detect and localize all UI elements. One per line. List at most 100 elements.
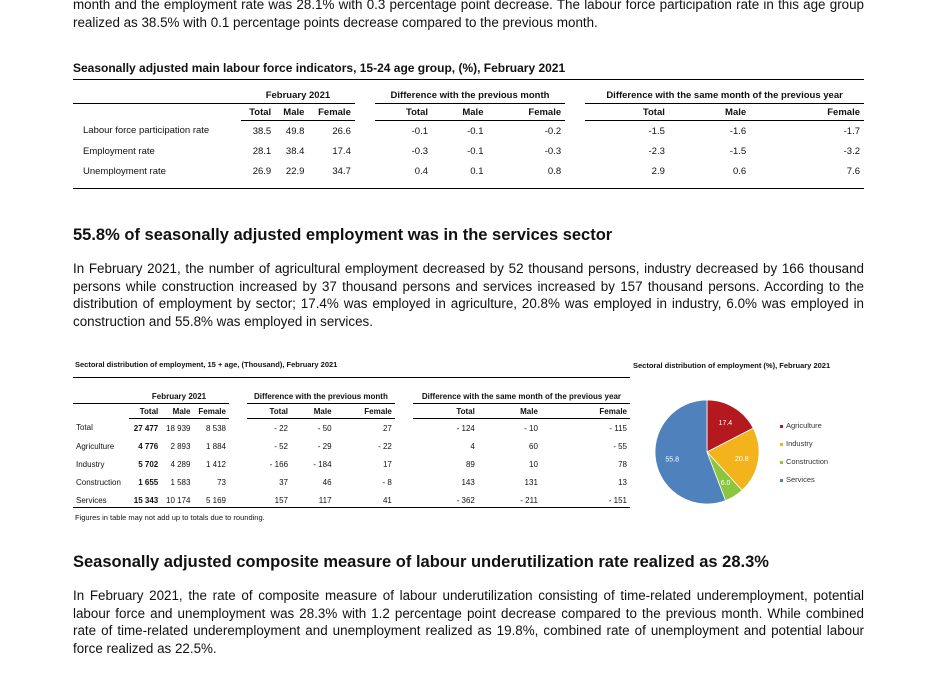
- table2-note: Figures in table may not add up to total…: [75, 513, 265, 522]
- table-cell: 18 939: [166, 423, 191, 433]
- table-cell: 27: [382, 423, 392, 433]
- table-cell: 37: [279, 477, 289, 487]
- table-cell: 46: [322, 477, 332, 487]
- table-cell: 78: [618, 459, 627, 469]
- table1-top-rule: [73, 79, 864, 80]
- table-cell: 13: [618, 477, 627, 487]
- table-cell: 4 289: [170, 459, 191, 469]
- table-cell: - 8: [382, 477, 392, 487]
- row-label: Total: [76, 423, 93, 433]
- legend-swatch: [780, 442, 783, 446]
- table-cell: -1.5: [729, 145, 747, 157]
- table-cell: 8 538: [205, 423, 226, 433]
- table-cell: -0.1: [411, 125, 429, 137]
- table-cell: 28.1: [252, 145, 272, 157]
- table-cell: -1.7: [843, 125, 860, 137]
- pie-slice-industry: [706, 427, 760, 491]
- table-cell: 26.6: [332, 125, 351, 137]
- table-cell: - 166: [269, 459, 289, 469]
- section1-paragraph: In February 2021, the number of agricult…: [73, 261, 864, 329]
- table-cell: 4: [470, 441, 475, 451]
- table1-body: Labour force participation rate 38.5 49.8 2…: [73, 121, 864, 182]
- table-cell: - 115: [609, 423, 627, 433]
- table-cell: -0.1: [467, 125, 484, 137]
- section1-heading: 55.8% of seasonally adjusted employment …: [73, 226, 613, 244]
- table-cell: 38.5: [252, 125, 272, 137]
- row-label: Labour force participation rate: [83, 125, 210, 137]
- table-cell: - 22: [274, 423, 289, 433]
- table-cell: -0.3: [411, 145, 429, 157]
- section2-paragraph: In February 2021, the rate of composite …: [73, 588, 864, 656]
- table-cell: 0.4: [414, 165, 429, 177]
- table-row: Employment rate 28.1 38.4 17.4 -0.3 -0.1 -0.3 -…: [73, 141, 864, 161]
- table-cell: -1.6: [729, 125, 747, 137]
- table2-col-header: Female: [334, 403, 395, 419]
- table1-col-header: Female: [487, 103, 566, 121]
- table-cell: - 22: [378, 441, 392, 451]
- table-cell: - 151: [608, 495, 627, 505]
- table-cell: 1 884: [205, 441, 226, 451]
- section2-heading: Seasonally adjusted composite measure of…: [73, 553, 769, 571]
- table1-corner: [73, 87, 241, 104]
- table1-col-header: Female: [750, 103, 864, 121]
- legend-swatch: [780, 478, 783, 482]
- table-cell: 17.4: [332, 145, 351, 157]
- pie-slice-agriculture: [706, 399, 754, 453]
- legend-swatch: [780, 424, 783, 428]
- legend-label: Construction: [786, 457, 829, 466]
- table-cell: -3.2: [843, 145, 860, 157]
- table2-bottom-rule: [73, 507, 630, 508]
- row-label: Unemployment rate: [83, 165, 166, 177]
- row-label: Employment rate: [83, 145, 155, 157]
- table-cell: - 124: [456, 423, 475, 433]
- table2-body: Total 27 477 18 939 8 538 - 22 - 50 27 - 124 - 1…: [73, 419, 630, 510]
- table-cell: 4 776: [138, 441, 159, 451]
- legend-item: Agriculture: [780, 417, 828, 435]
- table1-bottom-rule: [73, 188, 864, 189]
- table1-col-header: Total: [585, 103, 669, 121]
- table-row: Labour force participation rate 38.5 49.8 2…: [73, 121, 864, 142]
- labour-indicators-table: February 2021 Difference with the previo…: [73, 87, 864, 181]
- table1-col-header: Male: [432, 103, 488, 121]
- table-cell: 143: [461, 477, 475, 487]
- table-cell: 0.1: [470, 165, 484, 177]
- table-cell: 7.6: [846, 165, 860, 177]
- table-cell: 17: [382, 459, 392, 469]
- table2-col-header: Female: [193, 403, 229, 419]
- table-cell: 157: [274, 495, 289, 505]
- row-label: Construction: [76, 477, 121, 487]
- table1-col-header: Total: [374, 103, 433, 121]
- table-row: Unemployment rate 26.9 22.9 34.7 0.4 0.1 0.8 2.…: [73, 161, 864, 181]
- table-cell: - 55: [613, 441, 627, 451]
- table-cell: 1 412: [205, 459, 226, 469]
- table2-group-header: Difference with the same month of the pr…: [412, 389, 630, 404]
- table-cell: 49.8: [285, 125, 305, 137]
- table-cell: 0.6: [732, 165, 747, 177]
- table-cell: 1 655: [138, 477, 159, 487]
- table1-col-header: Total: [241, 103, 276, 121]
- pie-data-label: 20.8: [735, 456, 749, 463]
- table2-col-header: Total: [129, 403, 162, 419]
- table-cell: 15 343: [133, 495, 159, 505]
- table1-col-header: Male: [275, 103, 309, 121]
- table1-col-header: Male: [668, 103, 751, 121]
- table2-group-header: February 2021: [129, 389, 229, 404]
- table-cell: 38.4: [285, 145, 305, 157]
- table-cell: 41: [382, 495, 392, 505]
- table2-col-header: Female: [540, 403, 630, 419]
- table2-col-header: Total: [246, 403, 292, 419]
- table-cell: 5 169: [205, 495, 226, 505]
- table-cell: - 50: [317, 423, 332, 433]
- table1-group-header: Difference with the previous month: [374, 87, 566, 104]
- sector-pie-chart: 17.4 20.8 6.0 55.8: [654, 399, 760, 505]
- table-cell: -1.5: [648, 125, 665, 137]
- table-cell: - 362: [456, 495, 475, 505]
- table-cell: 117: [318, 495, 332, 505]
- table-cell: 2 893: [170, 441, 191, 451]
- table2-col-header: Male: [161, 403, 194, 419]
- table2-col-header: Male: [291, 403, 335, 419]
- sectoral-employment-table: February 2021 Difference with the previo…: [73, 389, 630, 509]
- table-cell: 34.7: [332, 165, 351, 177]
- table-cell: 26.9: [252, 165, 272, 177]
- table-cell: -2.3: [648, 145, 665, 157]
